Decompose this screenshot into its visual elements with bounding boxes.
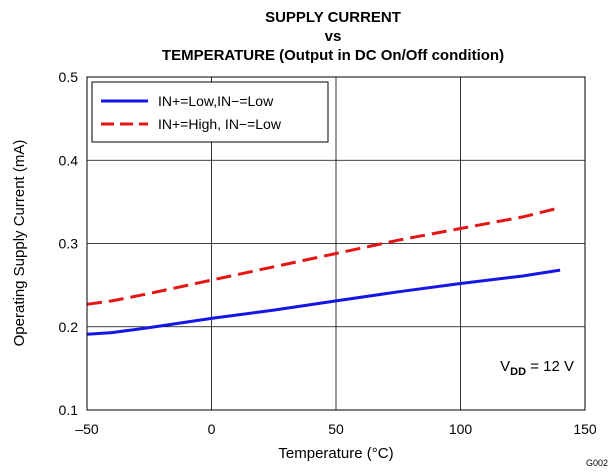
- legend-label-series-2: IN+=High, IN−=Low: [158, 116, 282, 132]
- y-axis-label: Operating Supply Current (mA): [11, 140, 28, 347]
- x-tick-label: 100: [449, 421, 473, 437]
- y-tick-label: 0.1: [59, 402, 79, 418]
- x-tick-label: 50: [328, 421, 344, 437]
- legend: IN+=Low,IN−=Low IN+=High, IN−=Low: [91, 81, 329, 143]
- y-tick-label: 0.2: [59, 319, 79, 335]
- y-tick-label: 0.3: [59, 236, 79, 252]
- vdd-annotation: VDD = 12 V: [500, 358, 574, 378]
- figure-code: G002: [586, 458, 608, 468]
- vdd-annotation-subscript: DD: [510, 366, 526, 378]
- legend-label-series-1: IN+=Low,IN−=Low: [158, 93, 274, 109]
- y-tick-label: 0.4: [59, 152, 79, 168]
- legend-box: [91, 81, 329, 143]
- x-tick-label: 150: [573, 421, 597, 437]
- y-tick-label: 0.5: [59, 69, 79, 85]
- tick-labels: –50 0 50 100 150 0.1 0.2 0.3 0.4 0.5: [59, 69, 597, 437]
- series-layer: [86, 206, 561, 336]
- series-line-2: [86, 206, 561, 306]
- series-line-1: [86, 268, 561, 336]
- x-axis-label: Temperature (°C): [278, 445, 393, 462]
- x-tick-label: –50: [75, 421, 99, 437]
- x-tick-label: 0: [208, 421, 216, 437]
- vdd-annotation-suffix: = 12 V: [526, 358, 574, 375]
- chart-title-line-1: SUPPLY CURRENT: [265, 9, 401, 26]
- vdd-annotation-prefix: V: [500, 358, 510, 375]
- chart-title-line-2: vs: [325, 28, 342, 45]
- chart-title-line-3: TEMPERATURE (Output in DC On/Off conditi…: [162, 47, 504, 64]
- plot-frame: [86, 76, 586, 411]
